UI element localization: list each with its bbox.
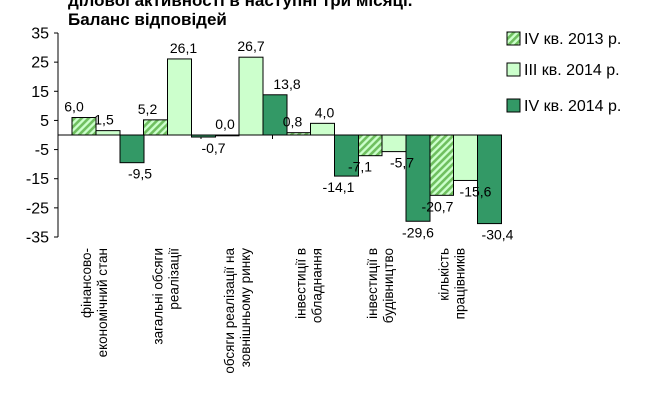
category-label-line: фінансово-	[79, 248, 94, 318]
data-label: -15,6	[460, 183, 492, 199]
data-label: -5,7	[390, 155, 414, 171]
bar-series-2	[381, 134, 407, 153]
category-label-line: обсяги реалізації на	[222, 248, 237, 374]
legend-swatch	[506, 62, 521, 77]
data-label: 1,5	[94, 112, 114, 128]
bar-series-1	[286, 132, 311, 136]
category-label: інвестиції в будівництво	[365, 248, 396, 323]
category-label: фінансово-економічний стан	[79, 248, 110, 357]
data-label: 4,0	[315, 104, 335, 120]
category-label-line: інвестиції в	[365, 248, 380, 319]
bar-series-3	[405, 134, 431, 222]
data-label: -0,7	[201, 140, 225, 156]
legend-swatch	[506, 31, 521, 46]
y-tick-label: 25	[31, 55, 49, 72]
category-label-line: будівництво	[381, 248, 396, 323]
data-label: 26,7	[237, 38, 264, 54]
category-label: загальні обсяги реалізації	[150, 248, 181, 345]
category-label: інвестиції в обладнання	[293, 248, 324, 323]
bar-series-2	[453, 134, 478, 181]
category-label-line: кількість	[436, 248, 451, 301]
legend: IV кв. 2013 р. III кв. 2014 р. IV кв. 2014…	[506, 31, 621, 115]
data-label: 13,8	[273, 76, 300, 92]
y-tick-label: -15	[26, 171, 49, 188]
data-label: -29,6	[402, 224, 434, 240]
data-label: -7,1	[348, 159, 372, 175]
y-tick-label: 5	[40, 113, 49, 130]
data-label: -14,1	[323, 179, 355, 195]
bar-series-2	[310, 122, 335, 136]
data-labels: 6,0 5,2 0,0 0,8 -7,1 -20,7 1,5 26,1 26,7 4,0 -5,7 -…	[64, 38, 513, 242]
bar-series-3	[334, 134, 359, 177]
category-label-line: економічний стан	[95, 248, 110, 357]
legend-swatch	[506, 98, 521, 113]
bar-series-2	[95, 130, 121, 136]
category-label: обсяги реалізації на зовнішньому ринку	[222, 248, 253, 374]
category-label-line: реалізації	[166, 248, 181, 310]
bar-series-2	[238, 56, 264, 136]
bar-series-1	[143, 119, 168, 136]
data-label: 0,0	[215, 116, 235, 132]
data-label: 26,1	[170, 40, 197, 56]
bar-series-1	[71, 117, 97, 136]
category-label-line: загальні обсяги	[150, 248, 165, 345]
data-label: -20,7	[422, 198, 454, 214]
bar-series-1	[214, 134, 240, 137]
category-label: кількість працівників	[436, 248, 467, 319]
y-tick-label: 35	[31, 26, 49, 43]
data-label: 0,8	[283, 114, 303, 130]
y-tick-label: 15	[31, 84, 49, 101]
data-label: -9,5	[128, 166, 152, 182]
data-label: 5,2	[138, 101, 158, 117]
bar-series-3	[262, 94, 288, 136]
category-label-line: обладнання	[309, 248, 324, 323]
legend-label: III кв. 2014 р.	[524, 62, 620, 79]
bar-series-1	[429, 134, 454, 196]
legend-label: IV кв. 2013 р.	[524, 31, 621, 48]
chart-subtitle: Баланс відповідей	[68, 10, 227, 29]
category-label-line: працівників	[452, 248, 467, 319]
data-label: -30,4	[482, 227, 514, 243]
chart-title: ділової активності в наступні три місяці…	[68, 0, 412, 10]
legend-label: IV кв. 2014 р.	[524, 98, 621, 115]
y-tick-label: -5	[35, 142, 49, 159]
y-tick-label: -35	[26, 230, 49, 247]
y-tick-label: -25	[26, 200, 49, 217]
bar-series-3	[119, 134, 145, 164]
category-label-line: зовнішньому ринку	[238, 248, 253, 367]
category-labels: фінансово-економічний стан загальні обсяг…	[79, 248, 468, 374]
bar-series-1	[357, 134, 383, 157]
bar-series-3	[191, 134, 216, 138]
bars	[71, 56, 502, 225]
bar-series-2	[167, 58, 192, 136]
data-label: 6,0	[64, 99, 84, 115]
category-label-line: інвестиції в	[293, 248, 308, 319]
bar-series-3	[477, 134, 502, 225]
